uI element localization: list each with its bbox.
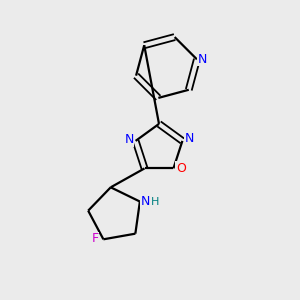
- Text: N: N: [184, 132, 194, 145]
- Text: H: H: [151, 197, 159, 207]
- Text: N: N: [124, 133, 134, 146]
- Text: O: O: [176, 162, 186, 175]
- Text: N: N: [198, 53, 207, 66]
- Text: F: F: [92, 232, 99, 245]
- Text: N: N: [141, 195, 150, 208]
